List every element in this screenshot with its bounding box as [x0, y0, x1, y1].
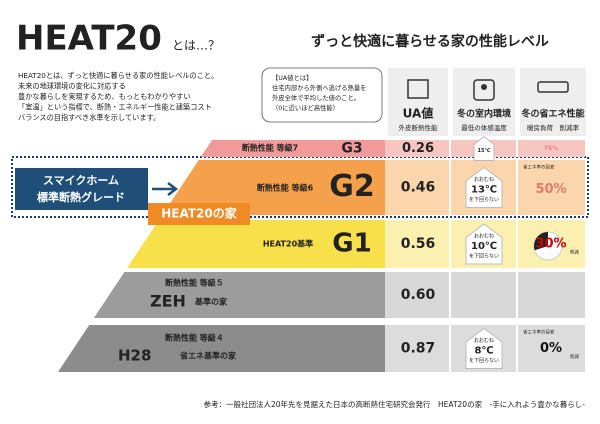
temp-suffix: を下回らない — [469, 253, 499, 260]
savings-note: 省エネ率の目安 — [523, 164, 555, 171]
title-suffix: とは…？ — [172, 39, 220, 53]
heat20-box — [148, 203, 250, 225]
ua-note-line: （0に近いほど高性能） — [272, 103, 339, 112]
savings-value: 50% — [535, 182, 566, 197]
ua-value: 0.56 — [401, 236, 436, 252]
title: HEAT20 — [16, 19, 162, 59]
grade: HEAT20基準 — [263, 239, 313, 249]
temp-house — [465, 223, 503, 265]
column-subtitle: 暖房負荷 削減率 — [527, 123, 580, 132]
brand-box — [15, 168, 148, 210]
temp-note: おおむね — [474, 233, 494, 240]
row-bg — [385, 272, 585, 318]
brand-label: 標準断熱グレード — [37, 190, 125, 204]
grade: 断熱性能 等級５ — [165, 278, 224, 288]
brand-label: スマイクホーム — [43, 174, 119, 187]
description-line: HEAT20とは、ずっと快適に暮らせる家の性能レベルのこと。 — [18, 71, 218, 80]
temp-value: 13℃ — [471, 185, 497, 196]
level: ZEH — [150, 292, 186, 311]
temp-suffix: を下回らない — [469, 357, 499, 364]
savings-value: 0% — [540, 341, 562, 356]
ua-note-line: 外皮全体で平均した値のこと。 — [272, 93, 360, 102]
icon-person-head — [481, 84, 487, 90]
pyramid-band — [200, 140, 385, 157]
column-title: UA値 — [403, 106, 434, 121]
pyramid-band — [58, 325, 385, 372]
grade: 断熱性能 等級7 — [242, 143, 298, 153]
temp-house — [465, 166, 503, 208]
ua-value: 0.46 — [401, 180, 436, 196]
heat20-label: HEAT20の家 — [161, 206, 237, 221]
level: H28 — [118, 347, 151, 365]
savings-value: 75% — [544, 145, 558, 152]
icon-aircon — [537, 81, 569, 93]
ua-value: 0.87 — [401, 341, 436, 357]
ua-value: 0.60 — [401, 287, 436, 303]
column-subtitle: 最低の体感温度 — [461, 123, 507, 132]
description-line: 未来の地球環境の変化に対応する — [18, 82, 126, 91]
level: G1 — [332, 229, 371, 259]
icon-person — [473, 79, 495, 101]
ua-note-line: 住宅内部から外側へ逃げる熱量を — [272, 83, 366, 92]
temp-value: 8℃ — [474, 346, 493, 357]
savings-suffix: 削減 — [570, 249, 579, 256]
savings-pie-slice — [534, 232, 548, 251]
pyramid-band — [93, 272, 385, 318]
pyramid-band — [162, 160, 385, 215]
ua-note-box — [261, 67, 383, 123]
level: G2 — [329, 169, 375, 204]
ua-note-line: 【UA値とは】 — [272, 73, 312, 82]
savings-value: 30% — [535, 237, 566, 252]
temp-note: おおむね — [474, 176, 494, 183]
temp-house — [465, 327, 503, 369]
level: G3 — [341, 141, 362, 157]
ua-value: 0.26 — [402, 141, 434, 156]
column-header-bg — [520, 68, 586, 136]
icon-house — [407, 79, 429, 99]
temp-value: 15℃ — [477, 148, 490, 154]
column-subtitle: 外皮断熱性能 — [399, 123, 439, 132]
description-line: 「室温」という指標で、断熱・エネルギー性能と建築コスト — [18, 103, 212, 112]
temp-value: 10℃ — [471, 241, 497, 252]
savings-note: 省エネ率の目安 — [523, 329, 555, 336]
description-line: 豊かな暮らしを実現するため、もっともわかりやすい — [18, 92, 191, 101]
description-line: バランスの目指すべき水準を示しています。 — [18, 113, 160, 122]
savings-suffix: 削減 — [570, 353, 579, 360]
level-desc: 省エネ基準の家 — [179, 351, 237, 361]
grade: 断熱性能 等級6 — [257, 183, 314, 193]
temp-suffix: を下回らない — [469, 196, 499, 203]
temp-house — [473, 135, 495, 161]
grade: 断熱性能 等級４ — [165, 333, 224, 343]
subtitle: ずっと快適に暮らせる家の性能レベル — [311, 33, 549, 50]
column-title: 冬の室内環境 — [457, 108, 511, 120]
arrow — [152, 182, 179, 196]
level-desc: 基準の家 — [194, 297, 228, 307]
column-title: 冬の省エネ性能 — [521, 108, 584, 120]
footer: 参考：一般社団法人20年先を見据えた日本の高断熱住宅研究会発行 HEAT20の家… — [203, 399, 585, 409]
pyramid-band — [127, 220, 385, 268]
temp-note: おおむね — [474, 337, 494, 344]
